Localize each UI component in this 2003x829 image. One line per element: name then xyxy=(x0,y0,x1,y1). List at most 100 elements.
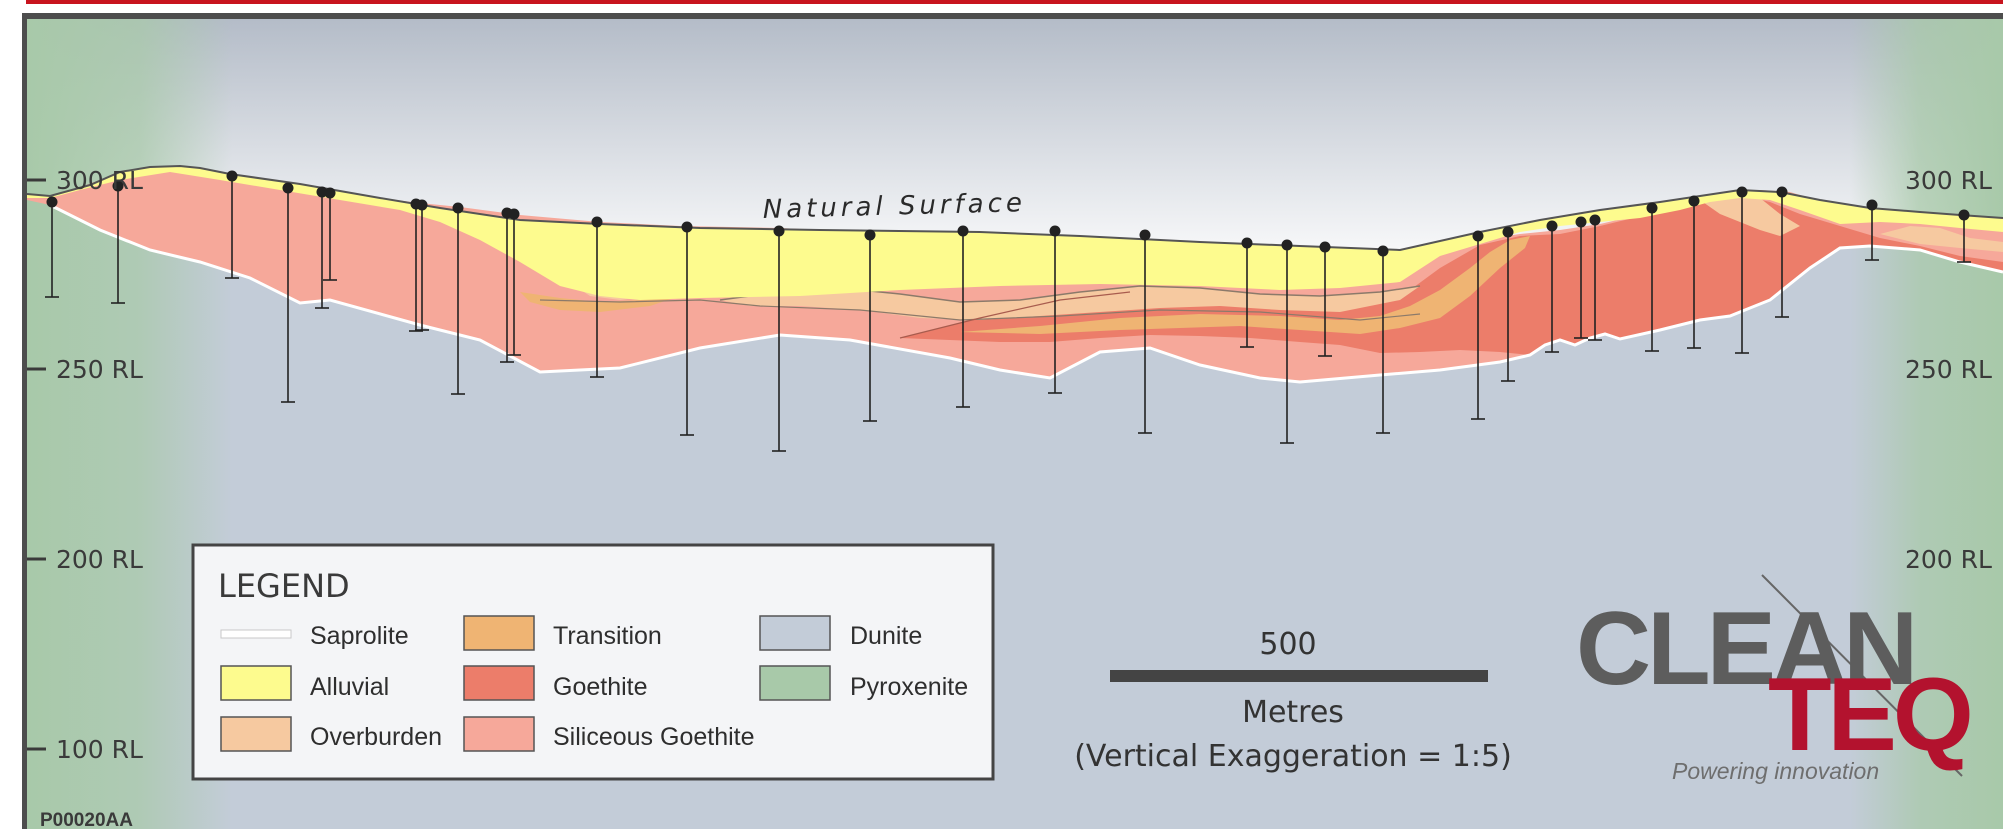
drill-hole-collar xyxy=(1866,199,1878,211)
drill-hole xyxy=(1865,199,1879,261)
legend-swatch-transition xyxy=(463,615,535,651)
drill-hole-collar xyxy=(316,186,328,198)
rl-label-left-250: 250 RL xyxy=(56,355,143,384)
drill-hole xyxy=(1775,186,1789,318)
drill-hole-collar xyxy=(1776,186,1788,198)
drill-hole-collar xyxy=(282,182,294,194)
legend-label-saprolite: Saprolite xyxy=(310,622,409,650)
pyroxenite-right xyxy=(1850,19,2003,829)
drill-hole-collar xyxy=(591,216,603,228)
legend-swatch-pyroxenite xyxy=(759,665,831,701)
legend-swatch-goethite xyxy=(463,665,535,701)
drill-hole xyxy=(1545,220,1559,353)
logo-tagline: Powering innovation xyxy=(1672,758,1879,784)
drill-hole-collar xyxy=(681,221,693,233)
section-frame xyxy=(22,13,2003,829)
legend-swatch-overburden xyxy=(220,716,292,752)
drill-hole xyxy=(1280,239,1294,444)
drill-hole-collar xyxy=(226,170,238,182)
boundary-line-3 xyxy=(539,299,1421,321)
drill-hole-collar xyxy=(864,229,876,241)
drill-hole xyxy=(1687,195,1701,349)
rl-label-left-200: 200 RL xyxy=(56,545,143,574)
scale-bar-note: (Vertical Exaggeration = 1:5) xyxy=(1074,739,1512,774)
drill-hole-collar xyxy=(1049,225,1061,237)
drill-hole-collar xyxy=(773,225,785,237)
legend-swatch-dunite xyxy=(759,615,831,651)
drill-hole xyxy=(1501,226,1515,382)
legend: LEGEND Saprolite Alluvial Overburden Tra… xyxy=(191,543,995,781)
legend-swatch-alluvial xyxy=(220,665,292,701)
drill-hole-collar xyxy=(1575,216,1587,228)
logo-word-clean: CLEAN xyxy=(1576,591,1914,707)
drill-hole-collar xyxy=(957,225,969,237)
alluvial-layer xyxy=(27,166,2003,300)
drill-hole-collar xyxy=(452,202,464,214)
drill-hole xyxy=(45,196,59,298)
drill-hole-collar xyxy=(1139,229,1151,241)
drill-hole xyxy=(1574,216,1588,339)
drill-hole xyxy=(315,186,329,309)
drill-hole xyxy=(772,225,786,452)
drill-hole-collar xyxy=(1281,239,1293,251)
drill-hole-collar xyxy=(416,199,428,211)
scale-bar: 500 Metres (Vertical Exaggeration = 1:5) xyxy=(1074,627,1512,774)
drill-hole-collar xyxy=(1958,209,1970,221)
legend-swatch-saprolite xyxy=(220,629,292,639)
drill-hole xyxy=(323,187,337,281)
natural-surface-line xyxy=(27,164,2003,252)
drill-hole xyxy=(281,182,295,403)
rl-label-right-250: 250 RL xyxy=(1905,355,1992,384)
drill-hole-collar xyxy=(46,196,58,208)
drill-hole xyxy=(507,208,521,356)
rl-label-left-300: 300 RL xyxy=(56,166,143,195)
legend-title: LEGEND xyxy=(218,567,350,605)
drill-hole xyxy=(451,202,465,395)
drill-hole xyxy=(1957,209,1971,263)
drill-hole xyxy=(1471,230,1485,420)
rl-label-right-200: 200 RL xyxy=(1905,545,1992,574)
saprolite-boundary-line xyxy=(49,203,2003,384)
drill-hole-collar xyxy=(324,187,336,199)
scale-bar-line xyxy=(1110,670,1488,682)
drill-hole-collar xyxy=(1688,195,1700,207)
drill-hole xyxy=(111,180,125,304)
legend-label-overburden: Overburden xyxy=(310,723,442,751)
scale-bar-value: 500 xyxy=(1259,627,1316,662)
logo-word-teq: TEQ xyxy=(1768,657,1970,773)
drill-hole xyxy=(1645,202,1659,352)
right-rl-axis: 300 RL 250 RL 200 RL xyxy=(1905,166,1992,574)
legend-label-transition: Transition xyxy=(553,622,662,650)
overburden-lens-3 xyxy=(1700,194,1800,236)
legend-label-goethite: Goethite xyxy=(553,673,648,701)
drill-hole xyxy=(225,170,239,279)
scale-bar-units: Metres xyxy=(1242,695,1344,730)
drill-hole xyxy=(1240,237,1254,348)
reference-code: P00020AA xyxy=(40,810,133,829)
drill-hole xyxy=(1048,225,1062,394)
drill-hole-collar xyxy=(1241,237,1253,249)
overburden-lens-4 xyxy=(1880,226,2003,252)
drill-hole xyxy=(415,199,429,331)
boundary-line-4 xyxy=(899,291,1131,339)
drill-hole-collar xyxy=(1646,202,1658,214)
logo-diagonal-line xyxy=(1761,574,1963,777)
overburden-lens-2 xyxy=(720,286,1420,320)
drill-hole xyxy=(1318,241,1332,357)
drill-hole-collar xyxy=(1546,220,1558,232)
natural-surface-label: Natural Surface xyxy=(762,188,1026,225)
drill-hole xyxy=(1376,245,1390,434)
drill-hole-collar xyxy=(1319,241,1331,253)
legend-label-pyroxenite: Pyroxenite xyxy=(850,673,968,701)
drill-hole-collar xyxy=(1502,226,1514,238)
drill-hole-collar xyxy=(1589,214,1601,226)
rl-label-right-300: 300 RL xyxy=(1905,166,1992,195)
drill-hole-collar xyxy=(112,180,124,192)
drill-hole xyxy=(680,221,694,436)
legend-label-alluvial: Alluvial xyxy=(310,673,389,701)
drill-hole-collar xyxy=(1472,230,1484,242)
drill-hole xyxy=(1588,214,1602,341)
legend-box xyxy=(191,543,995,781)
